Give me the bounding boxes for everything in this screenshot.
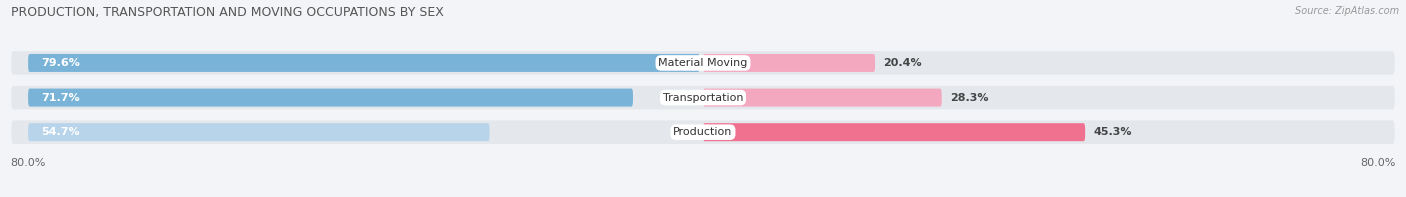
FancyBboxPatch shape bbox=[11, 120, 1395, 144]
Text: PRODUCTION, TRANSPORTATION AND MOVING OCCUPATIONS BY SEX: PRODUCTION, TRANSPORTATION AND MOVING OC… bbox=[11, 6, 444, 19]
FancyBboxPatch shape bbox=[28, 54, 700, 72]
FancyBboxPatch shape bbox=[703, 54, 875, 72]
FancyBboxPatch shape bbox=[703, 89, 942, 107]
Text: Production: Production bbox=[673, 127, 733, 137]
FancyBboxPatch shape bbox=[11, 51, 1395, 75]
Text: 54.7%: 54.7% bbox=[41, 127, 79, 137]
Text: Transportation: Transportation bbox=[662, 93, 744, 103]
Text: 28.3%: 28.3% bbox=[950, 93, 988, 103]
FancyBboxPatch shape bbox=[703, 123, 1085, 141]
Text: 45.3%: 45.3% bbox=[1094, 127, 1132, 137]
Text: Material Moving: Material Moving bbox=[658, 58, 748, 68]
Text: 20.4%: 20.4% bbox=[883, 58, 922, 68]
FancyBboxPatch shape bbox=[28, 89, 633, 107]
FancyBboxPatch shape bbox=[11, 86, 1395, 109]
FancyBboxPatch shape bbox=[28, 123, 489, 141]
Text: 71.7%: 71.7% bbox=[41, 93, 79, 103]
Text: Source: ZipAtlas.com: Source: ZipAtlas.com bbox=[1295, 6, 1399, 16]
Text: 79.6%: 79.6% bbox=[41, 58, 80, 68]
